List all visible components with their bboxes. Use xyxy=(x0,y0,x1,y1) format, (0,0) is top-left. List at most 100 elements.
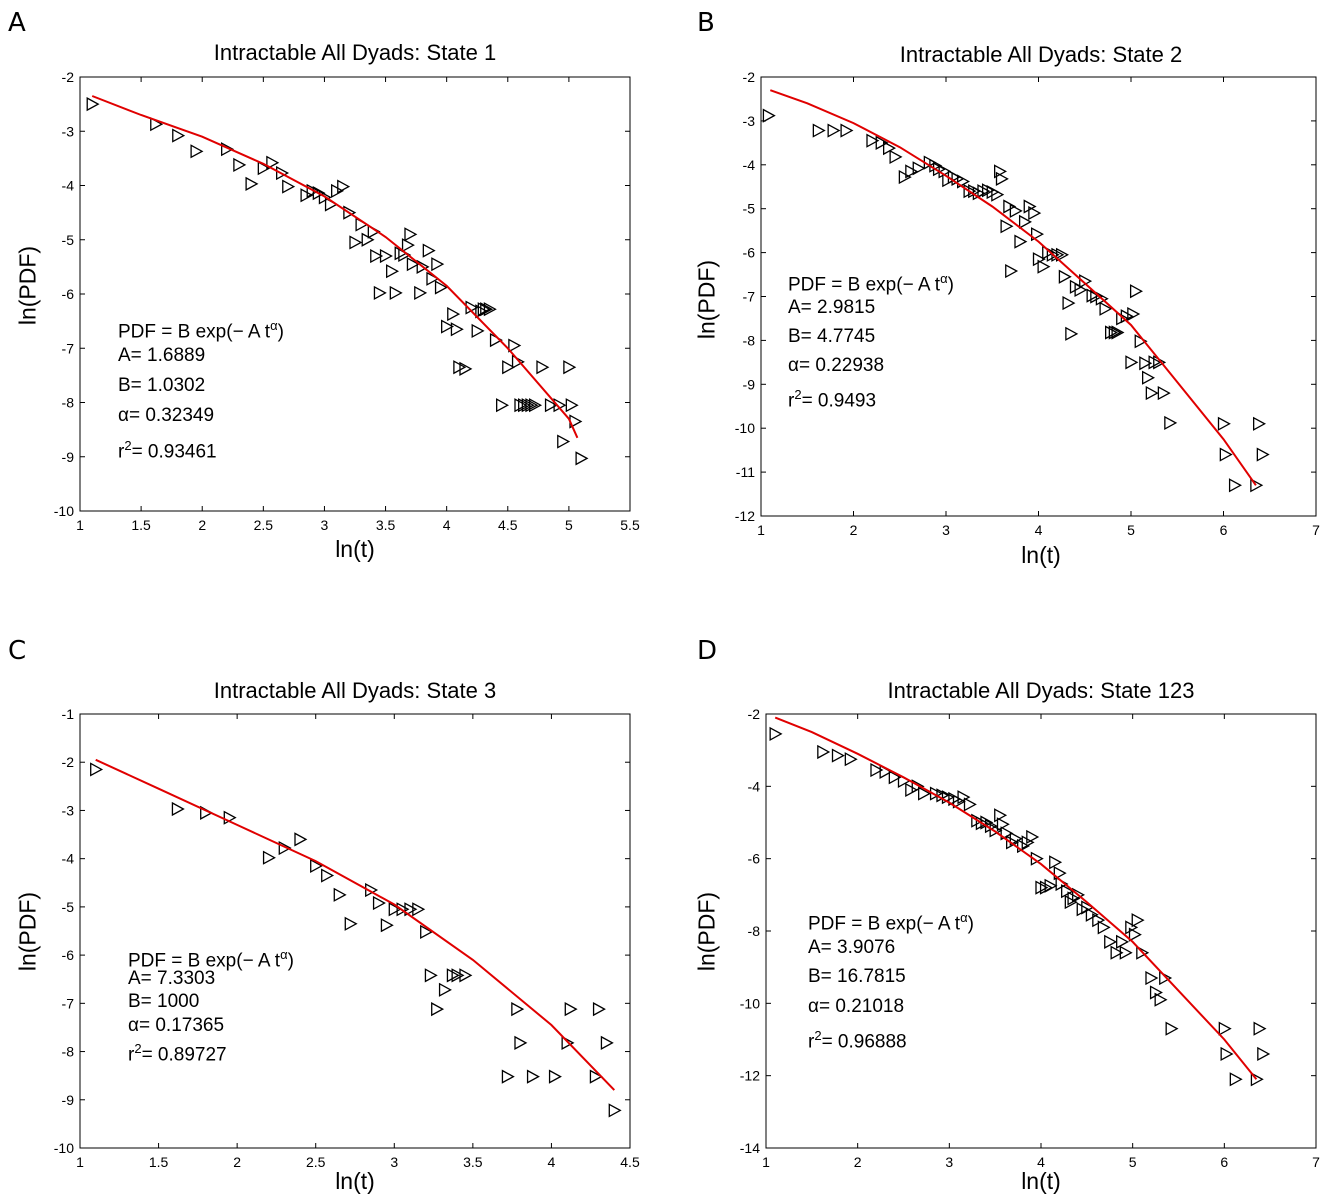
y-tick-label: -4 xyxy=(748,778,761,794)
y-tick-label: -8 xyxy=(62,395,75,411)
y-tick-label: -3 xyxy=(62,123,75,139)
data-point xyxy=(1129,284,1143,299)
data-point xyxy=(1111,325,1125,340)
param-b: B= 1000 xyxy=(128,991,200,1012)
y-tick-label: -3 xyxy=(62,802,75,818)
data-point xyxy=(412,902,426,917)
param-a: A= 7.3303 xyxy=(128,967,216,989)
x-tick-label: 3 xyxy=(942,522,950,538)
fit-line xyxy=(91,95,579,439)
data-point xyxy=(977,184,991,199)
y-tick-label: -8 xyxy=(62,1044,75,1060)
param-alpha: α= 0.21018 xyxy=(808,995,905,1017)
data-point xyxy=(422,243,436,258)
data-point xyxy=(1253,416,1267,431)
x-axis-label: ln(t) xyxy=(1021,542,1061,568)
data-point xyxy=(508,338,522,353)
data-point xyxy=(1104,934,1118,949)
chart-title: Intractable All Dyads: State 1 xyxy=(213,40,497,65)
x-tick-label: 2.5 xyxy=(306,1154,326,1170)
data-point xyxy=(989,823,1003,838)
data-point xyxy=(525,398,539,413)
data-point xyxy=(310,858,324,873)
data-point xyxy=(952,794,966,809)
data-point xyxy=(450,322,464,337)
y-tick-label: -14 xyxy=(740,1140,760,1156)
data-point xyxy=(416,259,430,274)
data-point xyxy=(380,918,394,933)
data-point xyxy=(221,142,235,157)
y-tick-label: -1 xyxy=(62,706,75,722)
fit-line xyxy=(774,716,1258,1080)
param-b: B= 16.7815 xyxy=(808,966,906,987)
data-point xyxy=(1095,291,1109,306)
y-tick-label: -7 xyxy=(62,995,75,1011)
data-point xyxy=(1035,880,1049,895)
x-tick-label: 1 xyxy=(76,1154,84,1170)
data-point xyxy=(812,123,826,138)
x-tick-label: 5 xyxy=(1127,522,1135,538)
data-point xyxy=(372,895,386,911)
data-point xyxy=(441,319,455,334)
data-point xyxy=(957,790,971,805)
x-tick-label: 5 xyxy=(565,517,573,533)
data-point xyxy=(1006,835,1020,850)
data-point xyxy=(1099,301,1113,316)
data-point xyxy=(1154,992,1168,1007)
data-point xyxy=(414,285,428,301)
y-tick-label: -6 xyxy=(62,286,75,302)
data-point xyxy=(245,176,259,191)
param-a: A= 2.9815 xyxy=(788,297,876,318)
data-point xyxy=(600,1035,614,1050)
y-tick-label: -10 xyxy=(740,995,760,1011)
data-point xyxy=(1125,355,1139,370)
data-point xyxy=(1110,945,1124,960)
x-tick-label: 2.5 xyxy=(254,517,274,533)
data-point xyxy=(294,832,308,847)
data-point xyxy=(1229,1072,1243,1087)
y-tick-label: -7 xyxy=(62,340,75,356)
data-point xyxy=(333,887,347,902)
data-point xyxy=(529,398,543,413)
data-point xyxy=(929,786,943,801)
data-point xyxy=(501,1069,515,1084)
data-point xyxy=(831,748,845,763)
x-tick-label: 3.5 xyxy=(463,1154,483,1170)
data-point xyxy=(911,779,925,794)
x-tick-label: 1.5 xyxy=(131,517,151,533)
data-point xyxy=(981,183,995,198)
y-tick-label: -2 xyxy=(743,69,756,85)
data-point xyxy=(1250,1072,1264,1087)
data-point xyxy=(434,280,448,295)
data-point xyxy=(431,257,445,272)
x-tick-label: 6 xyxy=(1220,522,1228,538)
data-point xyxy=(1220,1046,1234,1062)
data-point xyxy=(905,164,919,179)
x-tick-label: 4 xyxy=(443,517,451,533)
data-point xyxy=(431,1002,445,1017)
y-tick-label: -2 xyxy=(748,706,761,722)
data-point xyxy=(1061,884,1075,899)
x-axis-label: ln(t) xyxy=(335,536,375,562)
data-point xyxy=(563,360,577,375)
chart-title: Intractable All Dyads: State 123 xyxy=(887,678,1195,703)
fit-annotation: PDF = B exp(− A tα) A= 3.9076 B= 16.7815… xyxy=(808,903,974,1052)
param-a: A= 3.9076 xyxy=(808,936,896,958)
data-point xyxy=(1219,447,1233,462)
data-point xyxy=(1065,326,1079,341)
x-tick-label: 5 xyxy=(1129,1154,1137,1170)
data-point xyxy=(1067,891,1081,906)
data-point xyxy=(1256,447,1270,462)
data-point xyxy=(1086,288,1100,303)
data-point xyxy=(995,171,1009,186)
data-point xyxy=(963,184,977,199)
data-point xyxy=(1253,1021,1267,1036)
data-point xyxy=(172,128,186,143)
data-point xyxy=(1127,306,1141,322)
data-point xyxy=(1145,970,1159,986)
data-point xyxy=(827,123,841,138)
data-point xyxy=(365,882,379,898)
data-point xyxy=(1250,478,1264,493)
data-point xyxy=(379,248,393,264)
